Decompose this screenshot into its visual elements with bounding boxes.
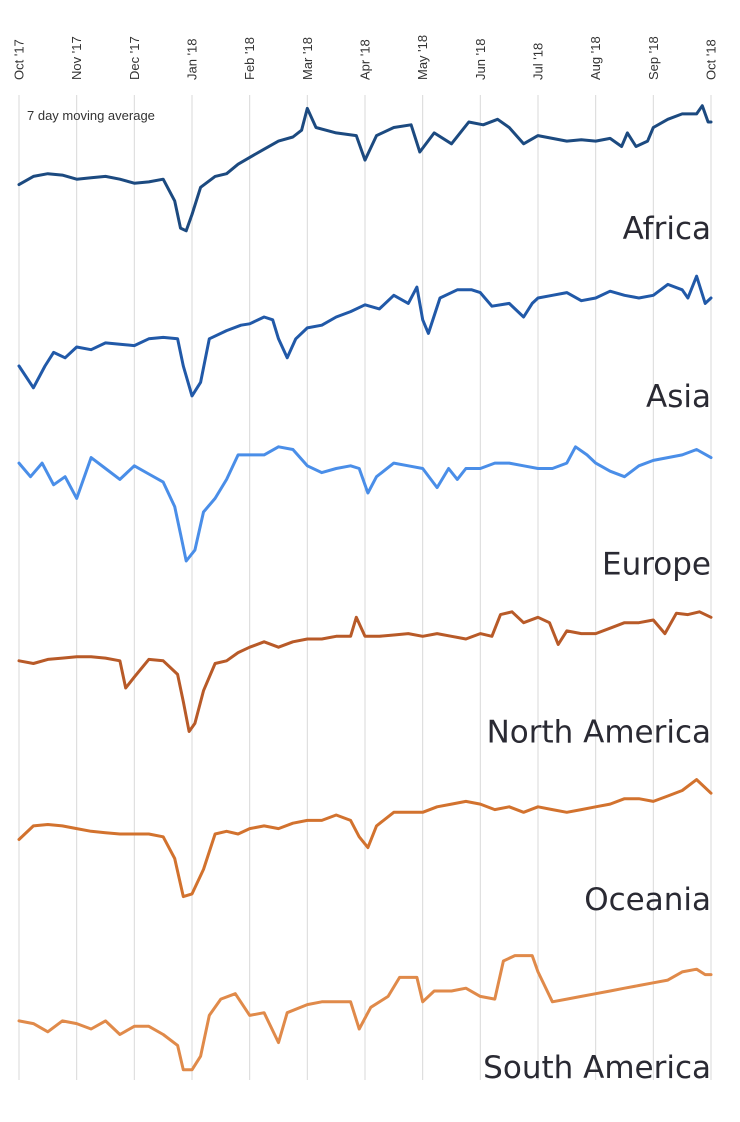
series-label: Asia: [646, 379, 711, 415]
series-line: [17, 445, 713, 563]
series-line: [17, 274, 713, 398]
series-line: [17, 104, 713, 233]
series-panels: Africa Asia Europe North America Oceania Sout…: [17, 104, 713, 1086]
x-tick-label: Mar '18: [300, 37, 315, 80]
x-tick-label: Oct '18: [704, 39, 719, 80]
series-label: North America: [487, 714, 711, 750]
x-tick-label: Dec '17: [127, 36, 142, 80]
series-label: South America: [483, 1050, 711, 1086]
series-panel: Oceania: [17, 778, 713, 918]
series-panel: North America: [17, 610, 713, 750]
series-panel: Asia: [17, 274, 713, 415]
x-tick-label: Aug '18: [588, 36, 603, 80]
series-label: Europe: [602, 547, 711, 583]
series-panel: South America: [17, 954, 713, 1086]
x-tick-label: Jul '18: [531, 43, 546, 80]
series-label: Oceania: [584, 882, 711, 918]
x-axis-tick-labels: Oct '17 Nov '17 Dec '17 Jan '18 Feb '18 Mar '…: [12, 35, 719, 80]
x-tick-label: May '18: [415, 35, 430, 80]
series-line: [17, 610, 713, 733]
x-tick-label: Apr '18: [358, 39, 373, 80]
x-tick-label: Sep '18: [646, 36, 661, 80]
series-line: [17, 954, 713, 1072]
vertical-gridlines: [18, 95, 712, 1080]
x-tick-label: Jun '18: [473, 38, 488, 80]
moving-average-annotation: 7 day moving average: [27, 108, 155, 123]
x-tick-label: Oct '17: [12, 39, 27, 80]
x-tick-label: Feb '18: [242, 37, 257, 80]
series-panel: Europe: [17, 445, 713, 583]
series-panel: Africa: [17, 104, 713, 247]
x-tick-label: Jan '18: [185, 38, 200, 80]
x-tick-label: Nov '17: [69, 36, 84, 80]
series-label: Africa: [623, 211, 711, 247]
series-line: [17, 778, 713, 899]
